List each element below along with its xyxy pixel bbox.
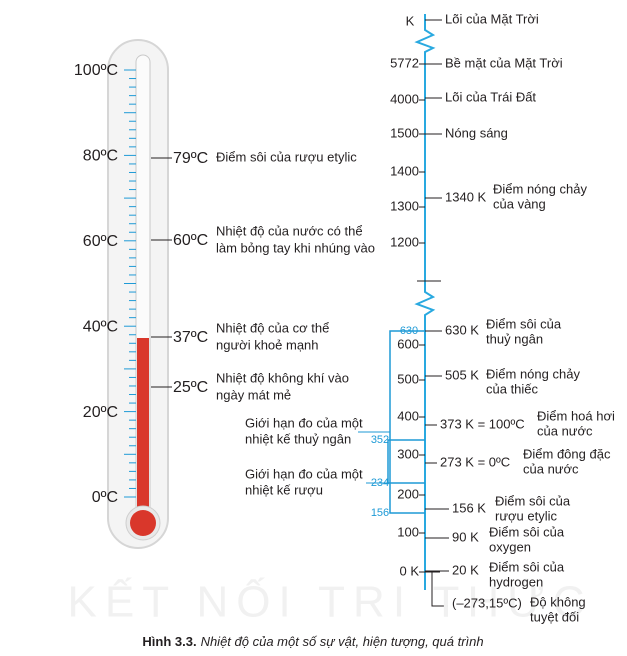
annotation-label: của thiếc [486,381,539,396]
marker-label: Điểm sôi của rượu etylic [216,149,357,164]
caption-number: Hình 3.3. [142,634,196,649]
tick-label: 0 K [399,563,419,578]
thermometer-bulb [130,510,156,536]
unit-label: K [406,13,415,28]
marker-label: Nhiệt độ của cơ thể [216,320,329,335]
range-bracket-alcohol [387,439,425,484]
scale-label: 80ºC [83,148,118,165]
tick-label: 300 [397,446,419,461]
limit-label: 630 [400,325,418,337]
annotation-value: 156 K [452,500,486,515]
tick-label: 1400 [390,163,419,178]
marker-label: người khoẻ mạnh [216,337,319,352]
tick-label: 600 [397,336,419,351]
scale-label: 40ºC [83,318,118,335]
annotation-value: (–273,15ºC) [452,595,522,610]
caption: Hình 3.3. Nhiệt độ của một số sự vật, hiệ… [142,634,483,649]
tick-label: 1200 [390,234,419,249]
annotation-label: Điểm nóng chảy [486,366,580,381]
annotation-label: tuyệt đối [530,609,579,624]
annotation-label: Bề mặt của Mặt Trời [445,55,563,70]
annotation-label: Lõi của Trái Đất [445,89,536,104]
marker-label: ngày mát mẻ [216,387,291,402]
tick-label: 5772 [390,55,419,70]
marker-label: Nhiệt độ của nước có thể [216,223,363,238]
scale-label: 100ºC [74,62,118,79]
range-label: Giới hạn đo của một [245,466,363,481]
annotation-label: thuỷ ngân [486,331,543,346]
scale-label: 60ºC [83,233,118,250]
annotation-label: Điểm sôi của [486,316,562,331]
tick-label: 500 [397,371,419,386]
limit-label: 156 [371,507,389,519]
annotation-label: Điểm hoá hơi [537,408,615,423]
annotation-label: của vàng [493,196,546,211]
scale-label: 0ºC [92,489,118,506]
annotation-label: Điểm sôi của [489,559,565,574]
annotation-value: 90 K [452,529,479,544]
tick-label: 200 [397,486,419,501]
annotation-value: 20 K [452,562,479,577]
annotation-label: Điểm sôi của [489,524,565,539]
marker-value: 25ºC [173,379,208,396]
annotation-label: Nóng sáng [445,125,508,140]
limit-label: 234 [371,477,389,489]
annotation-label: hydrogen [489,574,543,589]
tick-label: 100 [397,524,419,539]
annotation-value: 1340 K [445,189,487,204]
annotation-label: Điểm đông đặc [523,446,611,461]
limit-label: 352 [371,434,389,446]
annotation-label: Điểm sôi của [495,493,571,508]
zero-connector [425,571,448,607]
range-label: nhiệt kế rượu [245,482,323,497]
annotation-label: oxygen [489,539,531,554]
tick-label: 4000 [390,91,419,106]
watermark: KẾT NỐI TRI THỨC [68,576,593,627]
annotation-label: của nước [523,461,579,476]
annotation-label: Điểm nóng chảy [493,181,587,196]
tick-label: 1300 [390,198,419,213]
annotation-value: 505 K [445,367,479,382]
caption-text: Nhiệt độ của một số sự vật, hiện tượng, … [201,634,484,649]
tick-label: 400 [397,408,419,423]
annotation-label: rượu etylic [495,508,558,523]
marker-label: làm bỏng tay khi nhúng vào [216,240,375,255]
annotation-label: Độ không [530,594,586,609]
range-bracket-mercury [389,330,425,514]
annotation-value: 373 K = 100ºC [440,416,525,431]
range-label: nhiệt kế thuỷ ngân [245,431,351,446]
annotation-value: 630 K [445,322,479,337]
annotation-value: 273 K = 0ºC [440,454,510,469]
annotation-label: của nước [537,423,593,438]
marker-value: 37ºC [173,329,208,346]
range-label: Giới hạn đo của một [245,415,363,430]
annotation-label: Lõi của Mặt Trời [445,11,539,26]
marker-value: 60ºC [173,232,208,249]
thermometer-column [137,338,149,518]
tick-label: 1500 [390,125,419,140]
marker-value: 79ºC [173,150,208,167]
scale-label: 20ºC [83,404,118,421]
marker-label: Nhiệt độ không khí vào [216,370,349,385]
